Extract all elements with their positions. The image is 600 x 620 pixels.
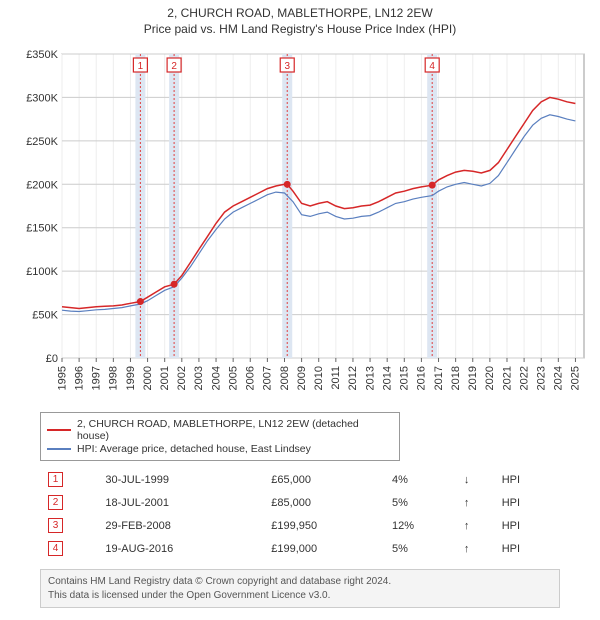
credits-box: Contains HM Land Registry data © Crown c… — [40, 569, 560, 608]
svg-text:1: 1 — [138, 61, 144, 72]
tx-arrow-icon: ↑ — [458, 492, 494, 513]
tx-delta: 5% — [386, 538, 456, 559]
svg-text:2021: 2021 — [501, 366, 513, 390]
svg-text:£350K: £350K — [26, 49, 58, 61]
title-subtitle: Price paid vs. HM Land Registry's House … — [0, 22, 600, 36]
credits-line-2: This data is licensed under the Open Gov… — [48, 589, 552, 603]
tx-delta: 4% — [386, 469, 456, 490]
svg-text:2009: 2009 — [296, 366, 308, 390]
svg-text:1997: 1997 — [91, 366, 103, 390]
tx-arrow-icon: ↓ — [458, 469, 494, 490]
svg-text:2014: 2014 — [381, 366, 393, 390]
tx-number-box: 2 — [48, 495, 63, 510]
svg-text:2000: 2000 — [142, 366, 154, 390]
page-root: 2, CHURCH ROAD, MABLETHORPE, LN12 2EW Pr… — [0, 0, 600, 620]
tx-price: £65,000 — [265, 469, 384, 490]
tx-vs: HPI — [496, 538, 558, 559]
svg-text:2003: 2003 — [193, 366, 205, 390]
svg-text:2023: 2023 — [536, 366, 548, 390]
tx-date: 19-AUG-2016 — [99, 538, 263, 559]
svg-text:1998: 1998 — [108, 366, 120, 390]
svg-text:1999: 1999 — [125, 366, 137, 390]
tx-delta: 5% — [386, 492, 456, 513]
svg-text:£250K: £250K — [26, 136, 58, 148]
svg-text:2022: 2022 — [518, 366, 530, 390]
tx-price: £199,950 — [265, 515, 384, 536]
tx-price: £199,000 — [265, 538, 384, 559]
svg-text:2019: 2019 — [467, 366, 479, 390]
svg-text:1996: 1996 — [73, 366, 85, 390]
tx-number-box: 3 — [48, 518, 63, 533]
svg-text:1995: 1995 — [56, 366, 68, 390]
tx-date: 29-FEB-2008 — [99, 515, 263, 536]
chart-area: £0 £50K £100K £150K £200K £250K £300K £350K 1 2 3 4… — [20, 46, 590, 406]
table-row: 2 18-JUL-2001£85,0005%↑HPI — [42, 492, 558, 513]
svg-text:£50K: £50K — [32, 310, 58, 322]
table-row: 3 29-FEB-2008£199,95012%↑HPI — [42, 515, 558, 536]
svg-text:2006: 2006 — [245, 366, 257, 390]
svg-text:2013: 2013 — [364, 366, 376, 390]
svg-text:£0: £0 — [46, 353, 58, 365]
svg-text:4: 4 — [429, 61, 435, 72]
svg-text:2018: 2018 — [450, 366, 462, 390]
svg-text:2002: 2002 — [176, 366, 188, 390]
tx-vs: HPI — [496, 469, 558, 490]
tx-vs: HPI — [496, 515, 558, 536]
legend-swatch-blue — [47, 448, 71, 450]
svg-text:2004: 2004 — [210, 366, 222, 390]
svg-text:2001: 2001 — [159, 366, 171, 390]
legend-box: 2, CHURCH ROAD, MABLETHORPE, LN12 2EW (d… — [40, 412, 400, 461]
tx-vs: HPI — [496, 492, 558, 513]
svg-text:2011: 2011 — [330, 366, 342, 390]
svg-text:2024: 2024 — [553, 366, 565, 390]
svg-text:3: 3 — [284, 61, 290, 72]
table-row: 4 19-AUG-2016£199,0005%↑HPI — [42, 538, 558, 559]
svg-text:2016: 2016 — [416, 366, 428, 390]
tx-price: £85,000 — [265, 492, 384, 513]
table-row: 1 30-JUL-1999£65,0004%↓HPI — [42, 469, 558, 490]
tx-number-box: 4 — [48, 541, 63, 556]
credits-line-1: Contains HM Land Registry data © Crown c… — [48, 575, 552, 589]
title-address: 2, CHURCH ROAD, MABLETHORPE, LN12 2EW — [0, 6, 600, 20]
svg-text:2007: 2007 — [262, 366, 274, 390]
legend-row-1: 2, CHURCH ROAD, MABLETHORPE, LN12 2EW (d… — [47, 418, 393, 442]
tx-arrow-icon: ↑ — [458, 538, 494, 559]
tx-arrow-icon: ↑ — [458, 515, 494, 536]
tx-number-box: 1 — [48, 472, 63, 487]
legend-swatch-red — [47, 429, 71, 431]
svg-text:£100K: £100K — [26, 266, 58, 278]
svg-text:2010: 2010 — [313, 366, 325, 390]
svg-text:2005: 2005 — [227, 366, 239, 390]
chart-svg: £0 £50K £100K £150K £200K £250K £300K £350K 1 2 3 4… — [20, 46, 590, 406]
svg-text:2020: 2020 — [484, 366, 496, 390]
legend-label-1: 2, CHURCH ROAD, MABLETHORPE, LN12 2EW (d… — [77, 418, 393, 442]
legend-label-2: HPI: Average price, detached house, East… — [77, 443, 311, 455]
title-block: 2, CHURCH ROAD, MABLETHORPE, LN12 2EW Pr… — [0, 0, 600, 38]
tx-delta: 12% — [386, 515, 456, 536]
svg-text:2017: 2017 — [433, 366, 445, 390]
svg-text:£300K: £300K — [26, 92, 58, 104]
tx-date: 30-JUL-1999 — [99, 469, 263, 490]
svg-text:2008: 2008 — [279, 366, 291, 390]
svg-text:2012: 2012 — [347, 366, 359, 390]
svg-text:2015: 2015 — [399, 366, 411, 390]
legend-row-2: HPI: Average price, detached house, East… — [47, 443, 393, 455]
svg-text:2: 2 — [171, 61, 177, 72]
transactions-table: 130-JUL-1999£65,0004%↓HPI218-JUL-2001£85… — [40, 467, 560, 561]
tx-date: 18-JUL-2001 — [99, 492, 263, 513]
svg-text:£200K: £200K — [26, 179, 58, 191]
svg-text:£150K: £150K — [26, 223, 58, 235]
svg-text:2025: 2025 — [570, 366, 582, 390]
